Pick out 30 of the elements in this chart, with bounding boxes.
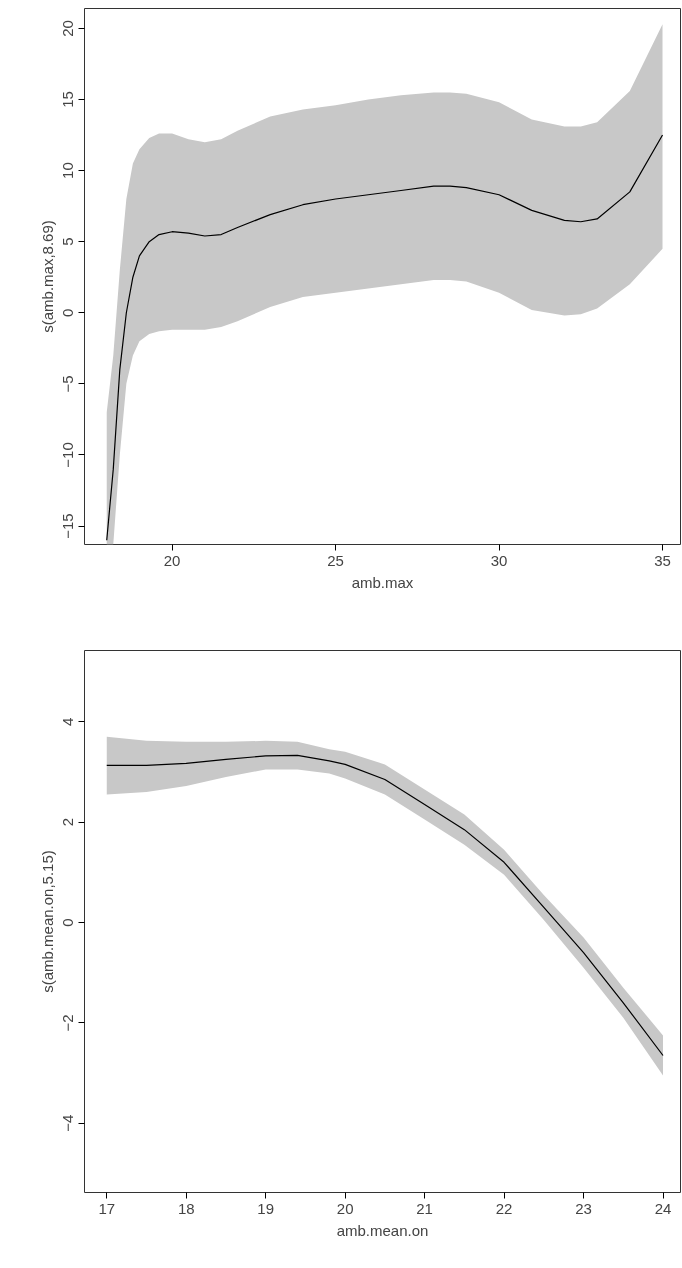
x-tick-label: 17	[98, 1199, 116, 1217]
x-tick-label: 18	[177, 1199, 195, 1217]
y-tick-label: −4	[59, 1114, 77, 1132]
y-tick-label: 10	[59, 162, 77, 179]
x-tick-label: 20	[163, 551, 181, 569]
x-tick-label: 24	[654, 1199, 672, 1217]
x-tick-label: 22	[495, 1199, 513, 1217]
x-axis-title: amb.max	[351, 573, 414, 591]
x-tick-label: 35	[654, 551, 671, 569]
x-tick-label: 23	[575, 1199, 592, 1217]
y-axis-title: s(amb.mean.on,5.15)	[38, 850, 56, 993]
y-axis-title: s(amb.max,8.69)	[38, 220, 56, 333]
y-tick-label: −2	[59, 1014, 77, 1032]
y-tick-label: −5	[59, 375, 77, 393]
x-tick-label: 30	[490, 551, 508, 569]
line-series	[106, 134, 664, 541]
y-tick-label: −10	[59, 442, 77, 468]
y-tick-label: 0	[59, 918, 77, 927]
y-tick-label: 0	[59, 308, 77, 317]
y-tick-label: 4	[59, 717, 77, 726]
x-tick-label: 19	[257, 1199, 275, 1217]
y-tick-label: 5	[59, 237, 77, 246]
y-tick-label: 15	[59, 91, 77, 108]
x-tick-label: 21	[416, 1199, 433, 1217]
x-tick-label: 25	[327, 551, 344, 569]
y-tick-label: −15	[59, 513, 77, 539]
y-tick-label: 20	[59, 20, 77, 37]
x-axis-title: amb.mean.on	[336, 1221, 429, 1239]
x-tick-label: 20	[336, 1199, 354, 1217]
y-tick-label: 2	[59, 817, 77, 827]
